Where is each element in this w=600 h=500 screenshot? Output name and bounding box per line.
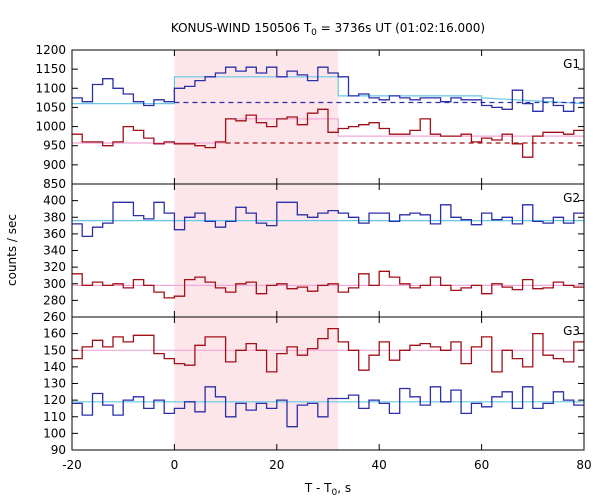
x-tick-label: 80 (576, 458, 591, 472)
x-axis-label-main: T - T (304, 481, 332, 495)
panel-label: G3 (563, 324, 580, 338)
plot-area: 85090095010001050110011501200G1260280300… (35, 43, 591, 472)
series-blue-histogram (72, 66, 584, 112)
highlight-interval (174, 50, 339, 450)
x-tick-label: 40 (372, 458, 387, 472)
y-tick-label: 950 (43, 139, 66, 153)
panel-label: G1 (563, 57, 580, 71)
y-tick-label: 120 (43, 393, 66, 407)
series-blue-histogram (72, 201, 584, 238)
x-axis-label: T - T0, s (304, 481, 351, 498)
x-tick-label: 20 (269, 458, 284, 472)
x-tick-label: 60 (474, 458, 489, 472)
y-tick-label: 1000 (35, 120, 66, 134)
y-tick-label: 1050 (35, 100, 66, 114)
chart-title-main: KONUS-WIND 150506 T (171, 21, 312, 35)
x-axis-label-rest: , s (337, 481, 351, 495)
y-tick-label: 90 (51, 443, 66, 457)
y-tick-label: 1200 (35, 43, 66, 57)
y-tick-label: 260 (43, 310, 66, 324)
chart-title-subscript: 0 (311, 28, 317, 38)
y-tick-label: 400 (43, 194, 66, 208)
y-tick-label: 160 (43, 327, 66, 341)
y-tick-label: 140 (43, 360, 66, 374)
chart-title: KONUS-WIND 150506 T0 = 3736s UT (01:02:1… (171, 21, 485, 38)
x-axis-label-subscript: 0 (332, 488, 338, 498)
series-red-histogram (72, 270, 584, 299)
y-tick-label: 380 (43, 210, 66, 224)
y-tick-label: 850 (43, 177, 66, 191)
y-tick-label: 1100 (35, 81, 66, 95)
panel-label: G2 (563, 191, 580, 205)
y-tick-label: 360 (43, 227, 66, 241)
y-tick-label: 340 (43, 244, 66, 258)
y-tick-label: 1150 (35, 62, 66, 76)
series-red-histogram (72, 108, 584, 158)
y-tick-label: 900 (43, 158, 66, 172)
chart-title-rest: = 3736s UT (01:02:16.000) (317, 21, 485, 35)
y-tick-label: 130 (43, 377, 66, 391)
y-tick-label: 280 (43, 293, 66, 307)
series-red-histogram (72, 327, 584, 373)
x-tick-label: 0 (171, 458, 179, 472)
y-tick-label: 300 (43, 277, 66, 291)
panel-g1: 850 900 950 1000 1050 1100 1150 1200 G1 (35, 43, 585, 191)
panel-g3: 90 100 110 120 130 140 150 160 G3 (43, 316, 585, 457)
y-tick-label: 150 (43, 343, 66, 357)
y-axis-label: counts / sec (5, 214, 19, 286)
y-tick-label: 110 (43, 410, 66, 424)
y-tick-label: 100 (43, 426, 66, 440)
panel-g2: 260 280 300 320 340 360 380 400 G2 (43, 183, 585, 324)
x-tick-label: -20 (62, 458, 82, 472)
y-tick-label: 320 (43, 260, 66, 274)
series-blue-histogram (72, 386, 584, 428)
